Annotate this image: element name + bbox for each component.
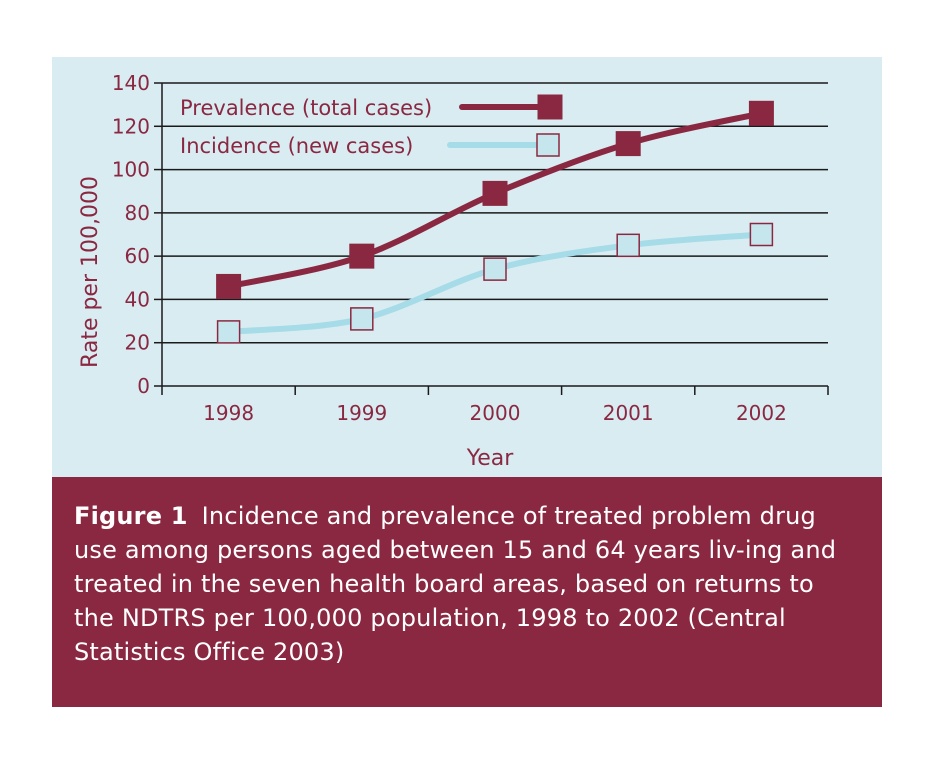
data-point-1-1998	[216, 320, 241, 344]
x-tick-label: 2002	[736, 401, 787, 425]
series-line-1	[225, 231, 765, 335]
data-point-0-1999	[349, 243, 375, 269]
caption-panel: Figure 1 Incidence and prevalence of trea…	[52, 477, 882, 707]
y-tick-label: 100	[112, 158, 150, 182]
data-point-0-1998	[216, 273, 242, 299]
series	[216, 100, 774, 344]
y-tick-labels: 0 20 40 60 80 100 120 140	[112, 71, 150, 398]
data-point-1-2001	[616, 233, 640, 258]
y-tick-label: 120	[112, 114, 150, 138]
x-tick-labels: 1998 1999 2000 2001 2002	[203, 401, 787, 425]
data-point-1-2000	[483, 257, 507, 281]
data-point-1-2002	[749, 222, 774, 247]
x-axis-title: Year	[466, 446, 515, 471]
data-point-0-2002	[748, 100, 774, 126]
data-point-1-1999	[350, 307, 374, 331]
y-tick-label: 140	[112, 71, 150, 95]
chart-panel: 0 20 40 60 80 100 120 140 1998 1999 2000 2001 2002 …	[52, 57, 882, 477]
legend-marker	[536, 133, 560, 157]
y-tick-label: 0	[137, 374, 150, 398]
data-point-0-2001	[615, 131, 641, 157]
legend: Prevalence (total cases) Incidence (new c…	[180, 94, 563, 158]
legend-label: Prevalence (total cases)	[180, 96, 432, 120]
data-point-0-2000	[482, 180, 508, 206]
legend-marker	[537, 94, 563, 120]
x-tick-label: 1999	[336, 401, 387, 425]
y-tick-label: 60	[125, 244, 150, 268]
x-tick-label: 1998	[203, 401, 254, 425]
caption-label: Figure 1	[74, 502, 188, 530]
y-tick-label: 20	[125, 331, 150, 355]
axes	[154, 82, 829, 395]
caption: Figure 1 Incidence and prevalence of trea…	[74, 499, 852, 669]
y-tick-label: 80	[125, 201, 150, 225]
figure: 0 20 40 60 80 100 120 140 1998 1999 2000 2001 2002 …	[52, 57, 882, 707]
x-tick-label: 2000	[470, 401, 521, 425]
legend-label: Incidence (new cases)	[180, 134, 413, 158]
y-tick-label: 40	[125, 287, 150, 311]
x-tick-label: 2001	[603, 401, 654, 425]
y-axis-title: Rate per 100,000	[78, 176, 103, 368]
caption-body: Incidence and prevalence of treated prob…	[74, 502, 837, 666]
gridlines	[162, 82, 828, 344]
